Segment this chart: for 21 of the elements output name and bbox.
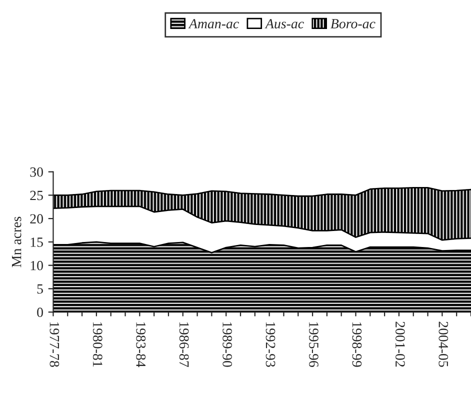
x-tick-label: 2001-02 bbox=[395, 322, 405, 367]
y-tick-label: 10 bbox=[30, 260, 43, 270]
y-tick-label: 5 bbox=[37, 284, 43, 294]
x-tick-label: 1986-87 bbox=[179, 322, 189, 367]
y-tick-label: 30 bbox=[30, 167, 43, 177]
y-tick-label: 15 bbox=[30, 238, 43, 247]
legend-label: Boro-ac bbox=[330, 19, 376, 28]
y-axis-title: Mn acres bbox=[12, 216, 22, 268]
x-tick-label: 2004-05 bbox=[438, 322, 448, 367]
y-tick-label: 0 bbox=[37, 308, 43, 318]
x-tick-label: 1977-78 bbox=[50, 322, 60, 367]
x-tick-label: 1989-90 bbox=[222, 322, 232, 367]
y-tick-label: 25 bbox=[30, 190, 43, 200]
y-tick-label: 20 bbox=[30, 214, 43, 224]
x-tick-label: 1980-81 bbox=[92, 322, 102, 367]
x-tick-label: 1992-93 bbox=[266, 322, 276, 367]
x-tick-label: 1998-99 bbox=[352, 322, 362, 367]
legend-label: Aus-ac bbox=[264, 19, 304, 28]
x-tick-label: 1995-96 bbox=[309, 322, 318, 367]
x-tick-label: 1983-84 bbox=[136, 322, 146, 368]
legend-label: Aman-ac bbox=[188, 19, 239, 28]
